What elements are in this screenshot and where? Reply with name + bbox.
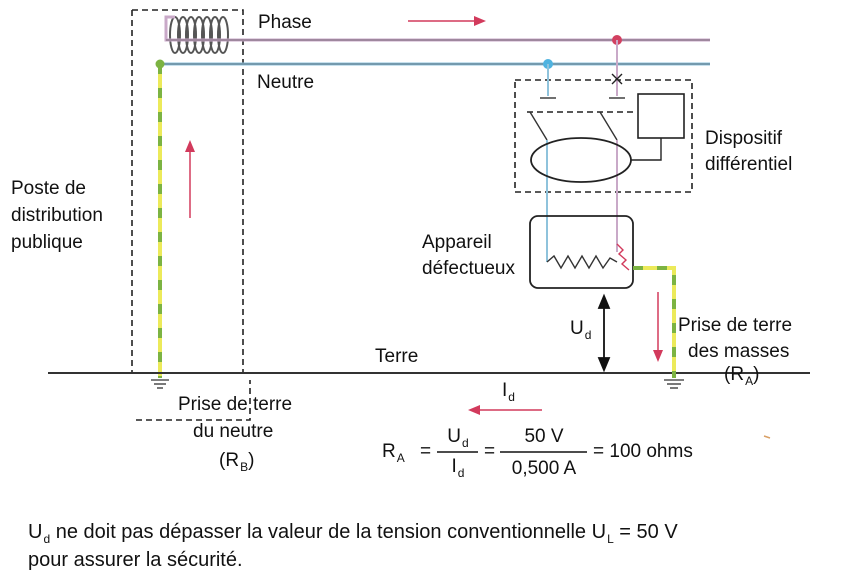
trip-relay-box	[637, 93, 685, 139]
prise-masses-label-line1: Prise de terre	[678, 315, 793, 336]
formula-den1: Id	[451, 456, 465, 480]
neutral-junction-dot	[155, 59, 165, 69]
ud-voltage-arrow-icon	[597, 293, 611, 373]
neutre-label: Neutre	[257, 72, 315, 93]
source-current-arrow-icon	[185, 140, 195, 218]
appareil-label-line2: défectueux	[422, 258, 515, 279]
transformer-coil	[169, 16, 229, 54]
poste-label-line1: Poste de	[11, 178, 86, 199]
differential-device-box	[514, 79, 693, 193]
prise-neutre-label-line2: du neutre	[193, 421, 274, 442]
prise-neutre-label-line1: Prise de terre	[178, 394, 293, 415]
formula-num2: 50 V	[524, 426, 564, 447]
protective-earth-conductor	[633, 266, 676, 378]
faulty-appliance-box	[529, 215, 634, 289]
rb-label: (RB)	[219, 450, 255, 474]
ra-label: (RA)	[724, 364, 760, 388]
footnote-line1: Ud ne doit pas dépasser la valeur de la …	[28, 521, 678, 546]
poste-label-line2: distribution	[11, 205, 103, 226]
formula-num1: Ud	[447, 426, 469, 450]
appareil-label-line1: Appareil	[422, 232, 492, 253]
masses-current-arrow-icon	[653, 292, 663, 362]
formula-result: = 100 ohms	[593, 441, 693, 462]
heating-resistor	[546, 254, 618, 270]
prise-masses-label-line2: des masses	[688, 341, 790, 362]
phase-current-arrow-icon	[408, 16, 486, 26]
dispositif-label-line1: Dispositif	[705, 128, 783, 149]
formula-den2: 0,500 A	[511, 458, 577, 479]
id-label: Id	[502, 380, 515, 404]
earth-current-arrow-icon	[468, 405, 542, 415]
footnote-line2: pour assurer la sécurité.	[28, 549, 243, 571]
formula-eq2: =	[484, 441, 496, 462]
dispositif-label-line2: différentiel	[705, 154, 793, 175]
formula-lhs: RA	[382, 441, 405, 465]
fault-spark-icon	[616, 243, 630, 271]
masses-earth-electrode-icon	[664, 379, 684, 389]
neutral-earth-electrode-icon	[151, 379, 169, 389]
formula-eq1: =	[420, 441, 432, 462]
ud-label: Ud	[570, 318, 592, 342]
phase-label: Phase	[258, 12, 312, 33]
terre-label: Terre	[375, 346, 419, 367]
transformer-box	[131, 9, 244, 372]
neutral-earth-box	[136, 380, 251, 421]
poste-label-line3: publique	[11, 232, 83, 253]
